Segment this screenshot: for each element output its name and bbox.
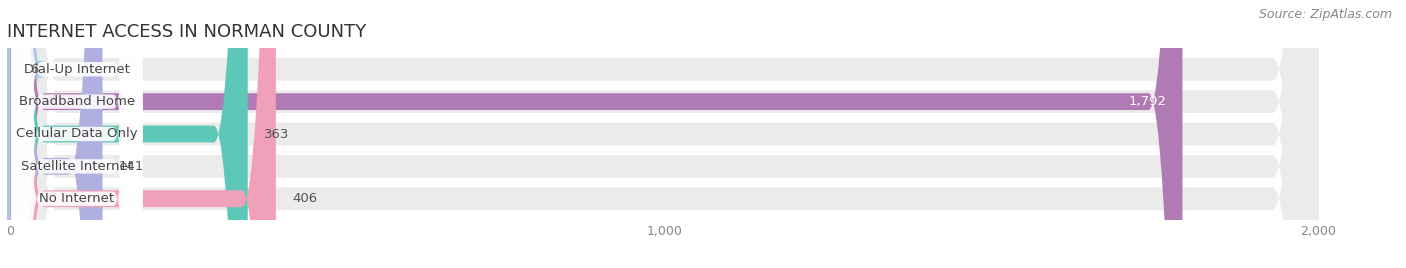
Text: 141: 141: [120, 160, 145, 173]
FancyBboxPatch shape: [10, 0, 1182, 268]
Text: 363: 363: [264, 128, 290, 140]
FancyBboxPatch shape: [0, 0, 45, 268]
FancyBboxPatch shape: [10, 0, 276, 268]
Text: Broadband Home: Broadband Home: [18, 95, 135, 108]
FancyBboxPatch shape: [11, 0, 142, 268]
FancyBboxPatch shape: [10, 0, 247, 268]
FancyBboxPatch shape: [10, 0, 1319, 268]
Text: INTERNET ACCESS IN NORMAN COUNTY: INTERNET ACCESS IN NORMAN COUNTY: [7, 23, 367, 41]
FancyBboxPatch shape: [11, 0, 142, 268]
FancyBboxPatch shape: [10, 0, 103, 268]
Text: Satellite Internet: Satellite Internet: [21, 160, 134, 173]
Text: Source: ZipAtlas.com: Source: ZipAtlas.com: [1258, 8, 1392, 21]
Text: No Internet: No Internet: [39, 192, 114, 205]
Text: 6: 6: [31, 63, 39, 76]
FancyBboxPatch shape: [11, 0, 142, 268]
FancyBboxPatch shape: [10, 0, 1319, 268]
FancyBboxPatch shape: [10, 0, 1319, 268]
Text: 406: 406: [292, 192, 318, 205]
FancyBboxPatch shape: [11, 0, 142, 268]
Text: Dial-Up Internet: Dial-Up Internet: [24, 63, 129, 76]
FancyBboxPatch shape: [10, 0, 1319, 268]
FancyBboxPatch shape: [10, 0, 1319, 268]
Text: 1,792: 1,792: [1128, 95, 1166, 108]
Text: Cellular Data Only: Cellular Data Only: [17, 128, 138, 140]
FancyBboxPatch shape: [11, 0, 142, 268]
